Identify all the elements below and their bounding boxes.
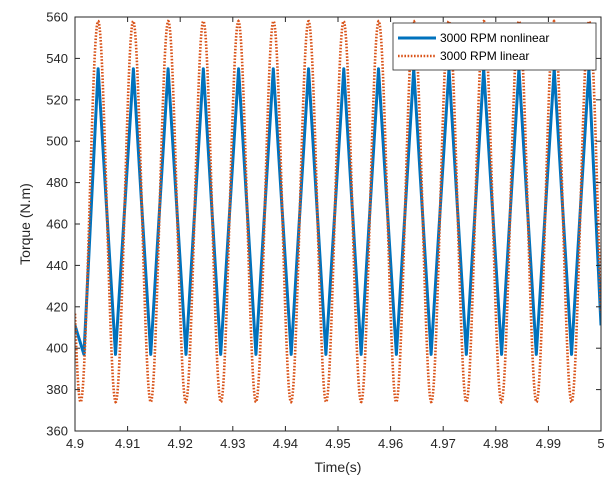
- legend-label-nonlinear: 3000 RPM nonlinear: [440, 31, 549, 45]
- y-tick-label: 460: [46, 217, 68, 232]
- x-tick-label: 4.99: [536, 436, 561, 451]
- y-tick-label: 540: [46, 51, 68, 66]
- x-axis-label: Time(s): [315, 459, 362, 475]
- y-tick-label: 380: [46, 382, 68, 397]
- x-tick-label: 4.95: [325, 436, 350, 451]
- series-layer: [75, 19, 601, 405]
- x-tick-label: 4.92: [168, 436, 193, 451]
- y-tick-label: 560: [46, 10, 68, 25]
- x-tick-label: 4.94: [273, 436, 298, 451]
- y-tick-label: 420: [46, 299, 68, 314]
- y-tick-label: 400: [46, 341, 68, 356]
- x-tick-label: 4.9: [66, 436, 84, 451]
- series-line-linear: [75, 19, 601, 405]
- legend-box: [392, 22, 597, 71]
- x-tick-label: 4.96: [378, 436, 403, 451]
- y-axis-label: Torque (N.m): [17, 183, 33, 265]
- y-tick-label: 480: [46, 175, 68, 190]
- legend: 3000 RPM nonlinear 3000 RPM linear: [392, 22, 597, 71]
- x-tick-label: 4.97: [431, 436, 456, 451]
- x-tick-label: 4.98: [483, 436, 508, 451]
- y-tick-label: 440: [46, 258, 68, 273]
- y-tick-label: 360: [46, 424, 68, 439]
- x-tick-label: 5: [597, 436, 604, 451]
- legend-label-linear: 3000 RPM linear: [440, 49, 529, 63]
- x-tick-label: 4.93: [220, 436, 245, 451]
- x-tick-label: 4.91: [115, 436, 140, 451]
- y-tick-label: 500: [46, 134, 68, 149]
- y-tick-label: 520: [46, 92, 68, 107]
- plot-area: [75, 17, 601, 431]
- tick-labels: 4.9 4.91 4.92 4.93 4.94 4.95 4.96 4.97 4.98 4.99 5…: [46, 10, 604, 452]
- axes: [74, 16, 602, 432]
